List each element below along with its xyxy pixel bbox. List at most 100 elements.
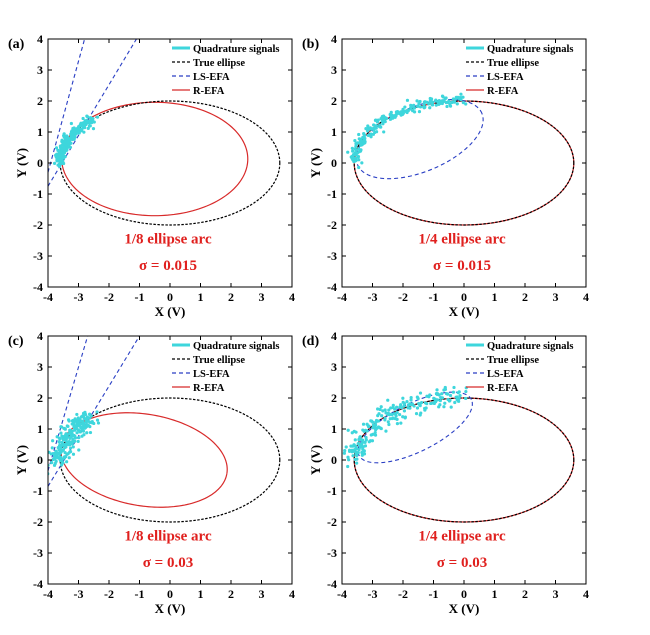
quadrature-point <box>441 95 445 99</box>
y-tick-label: 3 <box>37 63 43 77</box>
quadrature-point <box>61 142 65 146</box>
y-tick-label: 2 <box>331 391 337 405</box>
y-tick-label: 2 <box>331 94 337 108</box>
series-ls-efa-branch-2 <box>48 336 89 472</box>
legend-entry: LS-EFA <box>487 72 524 83</box>
quadrature-point <box>356 155 360 159</box>
quadrature-point <box>363 444 368 448</box>
quadrature-point <box>359 143 363 147</box>
quadrature-point <box>399 421 403 425</box>
quadrature-point <box>362 132 366 136</box>
quadrature-point <box>367 424 371 428</box>
quadrature-point <box>375 130 379 134</box>
quadrature-point <box>60 443 65 447</box>
quadrature-point <box>374 126 378 130</box>
quadrature-point <box>395 405 399 409</box>
y-tick-label: 0 <box>37 453 43 467</box>
quadrature-point <box>350 146 354 150</box>
quadrature-point <box>409 403 414 407</box>
quadrature-point <box>405 98 410 102</box>
quadrature-point <box>91 127 96 131</box>
quadrature-point <box>408 406 412 410</box>
quadrature-point <box>375 120 380 124</box>
series-quadrature-signals <box>346 92 468 170</box>
x-tick-label: 0 <box>461 290 467 304</box>
annotation-arc: 1/8 ellipse arc <box>124 529 212 545</box>
quadrature-point <box>403 415 407 419</box>
y-tick-label: -1 <box>327 484 337 498</box>
quadrature-point <box>50 446 54 450</box>
quadrature-point <box>391 416 395 420</box>
quadrature-point <box>355 457 359 461</box>
series-quadrature-signals <box>52 114 100 168</box>
legend-entry: Quadrature signals <box>487 341 573 352</box>
quadrature-point <box>59 448 63 452</box>
y-tick-label: 4 <box>331 329 337 343</box>
panel-label: (d) <box>302 334 319 349</box>
quadrature-point <box>428 106 432 110</box>
quadrature-point <box>356 450 360 455</box>
x-tick-label: 4 <box>583 587 589 601</box>
y-tick-label: 1 <box>37 422 43 436</box>
quadrature-point <box>59 145 63 149</box>
quadrature-point <box>71 437 75 442</box>
quadrature-point <box>56 155 60 160</box>
x-tick-label: -3 <box>74 290 84 304</box>
quadrature-point <box>69 130 74 134</box>
quadrature-point <box>464 396 468 401</box>
quadrature-point <box>62 161 66 166</box>
quadrature-point <box>353 147 357 151</box>
quadrature-point <box>455 102 459 106</box>
quadrature-point <box>50 461 54 465</box>
quadrature-point <box>438 399 442 403</box>
quadrature-point <box>65 134 69 138</box>
x-tick-label: -2 <box>398 290 408 304</box>
quadrature-point <box>90 119 94 123</box>
x-axis-label: X (V) <box>155 304 186 319</box>
series-ls-efa <box>355 99 484 180</box>
quadrature-point <box>76 416 80 420</box>
quadrature-point <box>357 165 361 170</box>
quadrature-point <box>66 442 70 447</box>
quadrature-point <box>383 408 387 412</box>
quadrature-point <box>442 388 446 392</box>
y-tick-label: -4 <box>33 280 43 294</box>
quadrature-point <box>347 458 351 462</box>
chart-panel-d: -4 -3 -2 -1 0 1 2 3 4 -4 -3 -2 -1 0 1 2 3 4 X (V) Y (V) (d) Q… <box>302 329 589 616</box>
quadrature-point <box>63 434 67 439</box>
quadrature-point <box>389 110 393 114</box>
y-tick-label: -3 <box>327 249 337 263</box>
y-tick-label: 4 <box>37 32 43 46</box>
quadrature-point <box>60 139 64 144</box>
quadrature-point <box>412 404 416 408</box>
quadrature-point <box>62 455 67 459</box>
quadrature-point <box>59 463 64 467</box>
quadrature-point <box>448 393 453 398</box>
quadrature-point <box>414 412 419 416</box>
quadrature-point <box>459 95 463 100</box>
axes-box <box>47 335 293 585</box>
panel-label: (b) <box>302 37 319 52</box>
quadrature-point <box>66 418 71 422</box>
quadrature-point <box>395 422 400 426</box>
quadrature-point <box>357 438 361 442</box>
quadrature-point <box>63 427 67 431</box>
quadrature-point <box>376 419 380 423</box>
quadrature-point <box>373 433 378 437</box>
quadrature-point <box>342 451 346 455</box>
y-tick-label: 4 <box>37 329 43 343</box>
quadrature-point <box>71 440 75 444</box>
quadrature-point <box>444 392 449 396</box>
quadrature-point <box>389 412 394 416</box>
quadrature-point <box>338 448 341 451</box>
x-tick-label: 3 <box>259 587 265 601</box>
quadrature-point <box>357 147 361 151</box>
quadrature-point <box>379 405 383 409</box>
quadrature-point <box>386 411 390 415</box>
quadrature-point <box>453 400 457 405</box>
y-axis-label: Y (V) <box>14 148 29 178</box>
quadrature-point <box>393 416 397 421</box>
quadrature-point <box>368 439 373 443</box>
quadrature-point <box>425 100 429 104</box>
